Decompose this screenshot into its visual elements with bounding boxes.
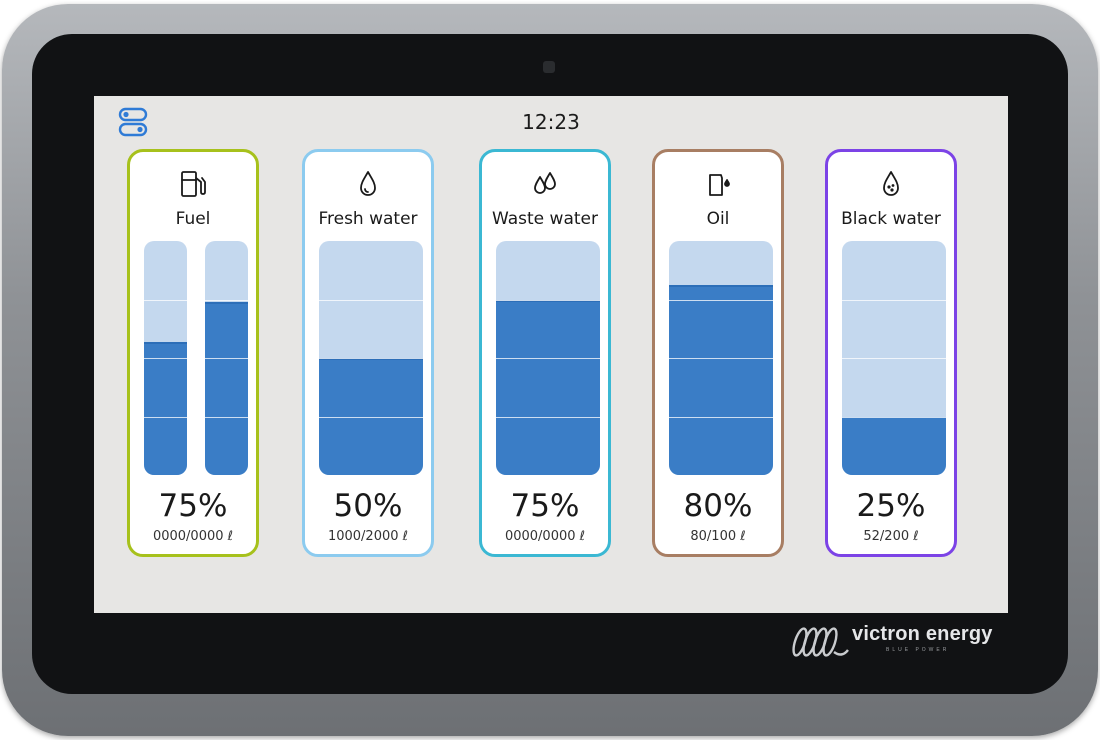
- tank-gauge-right: [205, 241, 248, 475]
- gauge-gridline: [842, 299, 946, 301]
- gauge-gridline: [319, 299, 423, 301]
- tank-gauge: [319, 241, 423, 475]
- brand-name: victron energy: [852, 623, 993, 645]
- tank-volume: 1000/2000 ℓ: [327, 529, 409, 544]
- victron-spiral-logo-icon: [792, 627, 849, 657]
- gauge-gridline: [319, 416, 423, 418]
- gauge-gridline: [205, 299, 248, 301]
- tank-percent: 50%: [333, 488, 403, 524]
- tank-label: Waste water: [492, 209, 598, 229]
- tank-volume: 80/100 ℓ: [690, 529, 746, 544]
- gauge-gridline: [496, 416, 600, 418]
- gauge-gridline: [319, 358, 423, 359]
- tank-label: Fresh water: [318, 209, 418, 229]
- tank-gauge: [842, 241, 946, 475]
- gauge-gridline: [669, 358, 773, 359]
- gauge-gridline: [669, 416, 773, 418]
- gauge-fill: [669, 285, 773, 475]
- fuel-pump-icon: [130, 168, 256, 200]
- tank-label: Black water: [841, 209, 941, 229]
- clock-time: 12:23: [522, 110, 580, 134]
- tank-card-fresh-water[interactable]: Fresh water 50% 1000/2000 ℓ: [302, 149, 434, 557]
- tank-card-waste-water[interactable]: Waste water 75% 0000/0000 ℓ: [479, 149, 611, 557]
- oil-can-icon: [655, 168, 781, 200]
- tank-card-fuel[interactable]: Fuel 75% 0000/0000 ℓ: [127, 149, 259, 557]
- toggle-switches-icon[interactable]: [118, 107, 150, 137]
- gauge-gridline: [669, 299, 773, 301]
- gauge-gridline: [144, 416, 187, 418]
- gauge-gridline: [144, 299, 187, 301]
- brand-logo: victron energy BLUE POWER: [788, 620, 1008, 664]
- tank-gauge: [669, 241, 773, 475]
- gauge-gridline: [205, 416, 248, 418]
- brand-tagline: BLUE POWER: [886, 647, 950, 653]
- tank-card-black-water[interactable]: Black water 25% 52/200 ℓ: [825, 149, 957, 557]
- gauge-gridline: [496, 299, 600, 301]
- tank-volume: 52/200 ℓ: [863, 529, 919, 544]
- gauge-fill: [205, 301, 248, 475]
- tank-label: Fuel: [175, 209, 211, 229]
- tank-volume: 0000/0000 ℓ: [152, 529, 234, 544]
- tank-volume: 0000/0000 ℓ: [504, 529, 586, 544]
- water-drop-icon: [305, 168, 431, 200]
- gauge-gridline: [144, 358, 187, 359]
- tank-label: Oil: [706, 209, 730, 229]
- gauge-gridline: [842, 358, 946, 359]
- gauge-fill: [144, 341, 187, 475]
- waste-water-drops-icon: [482, 168, 608, 200]
- tank-gauge-left: [144, 241, 187, 475]
- tank-percent: 75%: [510, 488, 580, 524]
- tank-percent: 75%: [158, 488, 228, 524]
- display-screen: 12:23 Fuel 75% 0000/0000 ℓ Fresh water 5…: [94, 96, 1008, 613]
- black-water-drop-icon: [828, 168, 954, 200]
- gauge-fill: [496, 299, 600, 475]
- gauge-gridline: [496, 358, 600, 359]
- gauge-gridline: [842, 416, 946, 418]
- tank-card-oil[interactable]: Oil 80% 80/100 ℓ: [652, 149, 784, 557]
- tank-percent: 80%: [683, 488, 753, 524]
- gauge-fill: [842, 416, 946, 475]
- tank-gauge: [496, 241, 600, 475]
- camera-icon: [543, 61, 555, 73]
- gauge-gridline: [205, 358, 248, 359]
- tank-percent: 25%: [856, 488, 926, 524]
